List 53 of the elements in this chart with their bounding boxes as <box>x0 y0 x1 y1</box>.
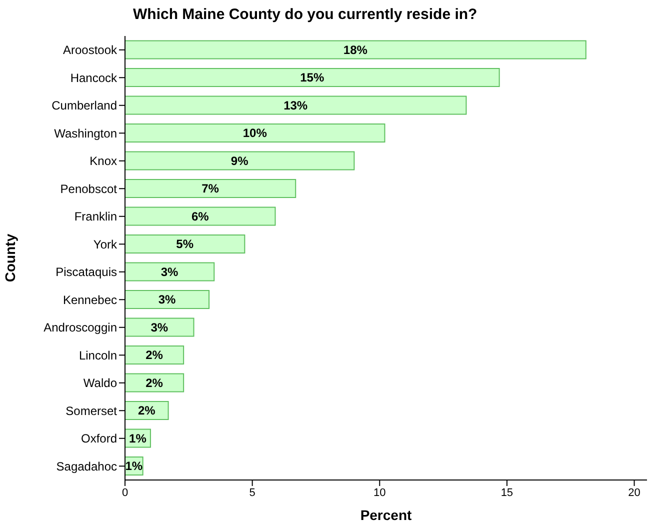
data-label: 10% <box>242 126 268 140</box>
y-tick-label: Piscataquis <box>56 265 117 280</box>
data-label: 3% <box>160 264 179 279</box>
data-label: 2% <box>146 376 164 390</box>
bar <box>125 373 184 392</box>
y-tick-label: York <box>93 237 118 252</box>
y-tick-label: Androscoggin <box>44 320 117 335</box>
y-tick-label: Franklin <box>74 210 117 224</box>
data-label: 7% <box>202 182 220 196</box>
y-tick-label: Hancock <box>70 70 118 85</box>
bar <box>125 151 355 170</box>
data-label: 1% <box>125 459 143 474</box>
x-tick-label: 15 <box>500 486 514 499</box>
bar <box>125 234 246 254</box>
data-label: 3% <box>158 292 176 307</box>
data-label: 2% <box>138 404 156 418</box>
x-tick-label: 10 <box>374 486 386 499</box>
bar <box>125 318 194 337</box>
bar <box>125 345 184 364</box>
x-axis-title: Percent <box>360 507 412 523</box>
bar <box>125 178 296 198</box>
x-tick-label: 20 <box>628 486 640 499</box>
bar <box>125 262 215 282</box>
bar <box>125 206 276 226</box>
y-tick-label: Washington <box>54 126 117 140</box>
bar <box>125 123 386 142</box>
data-label: 9% <box>230 154 249 168</box>
y-tick-label: Knox <box>90 154 117 168</box>
data-label: 2% <box>146 348 164 362</box>
y-tick-label: Lincoln <box>78 348 117 362</box>
y-tick-label: Somerset <box>66 404 118 418</box>
data-label: 13% <box>284 98 308 112</box>
chart-title: Which Maine County do you currently reside in? <box>132 5 478 25</box>
y-tick-label: Kennebec <box>62 292 117 307</box>
y-tick-label: Aroostook <box>62 43 118 58</box>
data-label: 5% <box>176 237 194 252</box>
y-tick-label: Cumberland <box>52 98 117 113</box>
y-axis-title: County <box>2 234 18 282</box>
bar <box>125 68 500 87</box>
bar <box>125 96 467 115</box>
y-tick-label: Penobscot <box>60 182 118 196</box>
bar <box>125 40 586 60</box>
y-tick-label: Waldo <box>83 376 118 390</box>
data-label: 1% <box>129 431 147 446</box>
data-label: 6% <box>191 209 210 224</box>
y-tick-label: Sagadahoc <box>56 459 117 474</box>
x-tick-label: 5 <box>249 486 256 499</box>
data-label: 18% <box>343 42 368 57</box>
bar <box>125 290 210 309</box>
y-tick-label: Oxford <box>80 432 117 446</box>
data-label: 3% <box>150 320 168 334</box>
data-label: 15% <box>300 70 324 85</box>
x-tick-label: 0 <box>122 486 128 499</box>
